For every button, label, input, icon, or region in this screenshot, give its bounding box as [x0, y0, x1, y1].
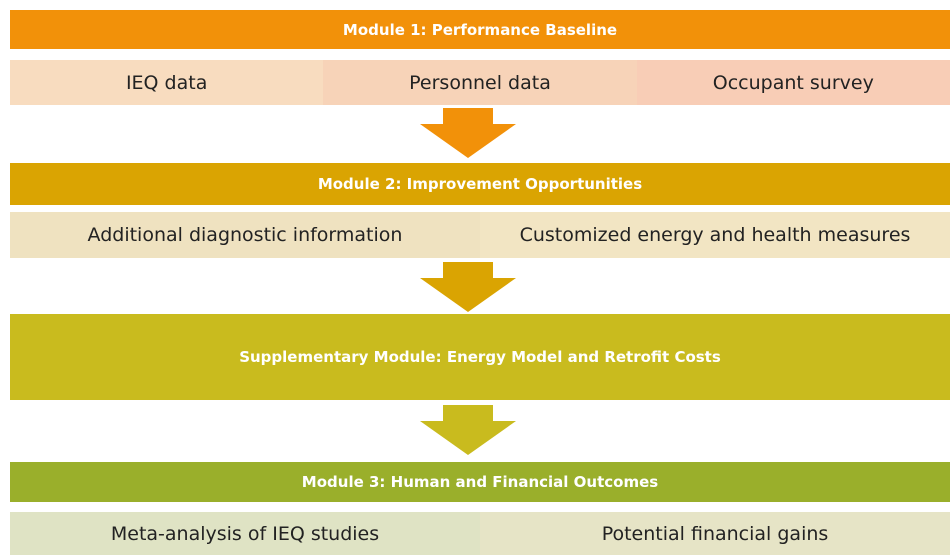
arrow [420, 405, 516, 455]
item: Additional diagnostic information [10, 212, 480, 258]
item: Personnel data [323, 60, 637, 105]
item-row: Meta-analysis of IEQ studies Potential f… [10, 512, 950, 555]
arrow [420, 108, 516, 158]
module-header: Module 2: Improvement Opportunities [10, 163, 950, 205]
item: Potential financial gains [480, 512, 950, 555]
arrow [420, 262, 516, 312]
item: Meta-analysis of IEQ studies [10, 512, 480, 555]
item: Customized energy and health measures [480, 212, 950, 258]
item: IEQ data [10, 60, 324, 105]
module-header: Module 3: Human and Financial Outcomes [10, 462, 950, 502]
module-header: Supplementary Module: Energy Model and R… [10, 314, 950, 400]
item-row: Additional diagnostic information Custom… [10, 212, 950, 258]
item-row: IEQ data Personnel data Occupant survey [10, 60, 950, 105]
module-header: Module 1: Performance Baseline [10, 10, 950, 49]
item: Occupant survey [636, 60, 950, 105]
